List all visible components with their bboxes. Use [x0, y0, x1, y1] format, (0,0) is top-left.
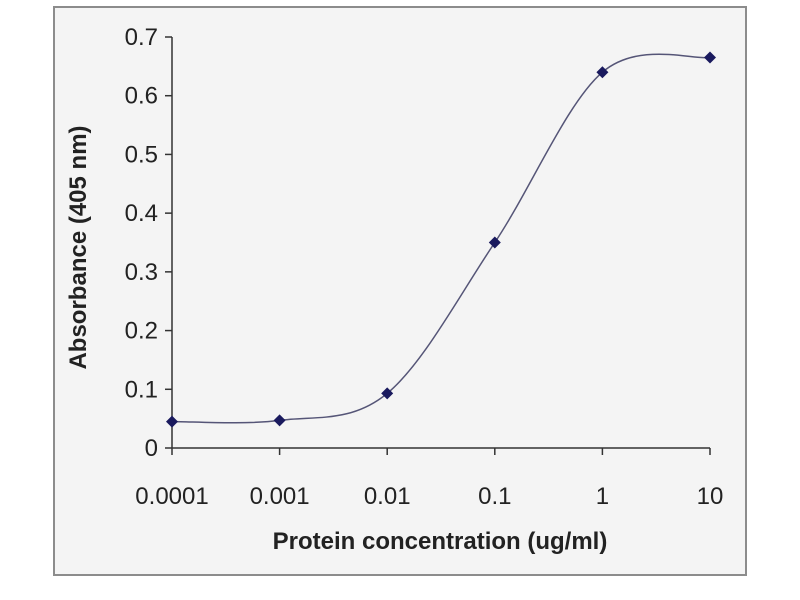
x-axis-title: Protein concentration (ug/ml) — [273, 528, 608, 555]
data-point — [273, 414, 286, 427]
data-point — [704, 51, 716, 64]
x-ticks: 0.0001 0.001 0.01 0.1 1 10 — [135, 448, 723, 510]
y-ticks: 0 0.1 0.2 0.3 0.4 0.5 0.6 0.7 — [125, 24, 172, 462]
data-points — [166, 51, 716, 428]
data-point — [381, 387, 394, 400]
y-tick-label: 0.3 — [125, 259, 158, 286]
y-tick-label: 0.2 — [125, 318, 158, 345]
y-axis-title: Absorbance (405 nm) — [65, 125, 92, 369]
chart-frame — [53, 6, 747, 576]
data-point — [596, 66, 609, 79]
x-tick-label: 10 — [697, 483, 724, 510]
axes — [171, 37, 710, 449]
x-tick-label: 0.0001 — [135, 483, 208, 510]
x-tick-label: 0.1 — [478, 483, 511, 510]
y-tick-label: 0.7 — [125, 24, 158, 51]
x-tick-label: 0.01 — [364, 483, 411, 510]
data-point — [166, 415, 178, 428]
y-tick-label: 0.6 — [125, 83, 158, 110]
fitted-curve — [171, 53, 711, 424]
data-point — [488, 236, 501, 249]
y-tick-label: 0.1 — [125, 376, 158, 403]
x-tick-label: 1 — [596, 483, 609, 510]
y-tick-label: 0.4 — [125, 200, 158, 227]
y-tick-label: 0 — [145, 435, 158, 462]
y-tick-label: 0.5 — [125, 141, 158, 168]
x-tick-label: 0.001 — [250, 483, 310, 510]
